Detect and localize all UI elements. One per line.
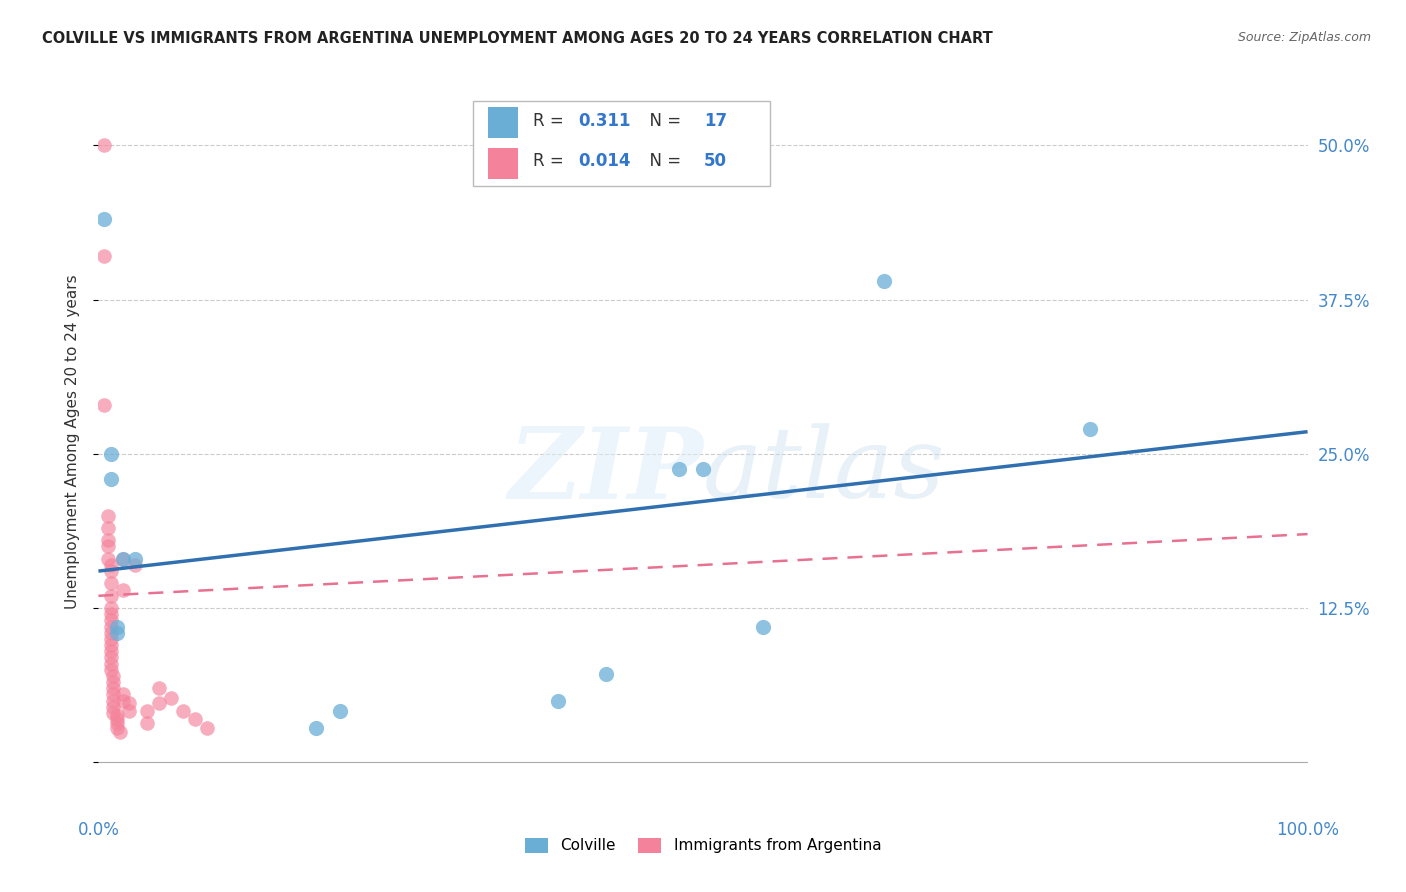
Point [100,632,122,646]
Point [100,663,122,677]
Point [111,582,134,597]
Point [105,715,128,730]
Point [97,540,120,554]
Text: Source: ZipAtlas.com: Source: ZipAtlas.com [1237,31,1371,45]
Point [547,694,569,708]
Point [101,706,124,720]
Text: R =: R = [533,112,568,129]
Legend: Colville, Immigrants from Argentina: Colville, Immigrants from Argentina [519,831,887,860]
Point [305,721,328,735]
Point [100,589,122,603]
Point [124,551,146,566]
Point [135,715,157,730]
Point [195,721,218,735]
Point [108,724,131,739]
Point [595,666,617,681]
Point [118,704,141,718]
Point [100,625,122,640]
Point [752,619,775,633]
Text: atlas: atlas [703,424,946,519]
Point [101,688,124,702]
Point [105,625,128,640]
Point [101,675,124,690]
Point [148,681,170,696]
Y-axis label: Unemployment Among Ages 20 to 24 years: Unemployment Among Ages 20 to 24 years [65,274,80,609]
Point [97,521,120,535]
Point [1078,422,1101,436]
Point [105,712,128,726]
Text: 0.311: 0.311 [578,112,631,129]
Point [111,551,134,566]
Text: 0.014: 0.014 [578,153,631,170]
Text: R =: R = [533,153,568,170]
Point [100,447,122,461]
Point [160,691,183,706]
Point [93,138,115,153]
Point [172,704,194,718]
Text: N =: N = [638,153,686,170]
Point [93,212,115,227]
Point [184,712,207,726]
Text: ZIP: ZIP [508,423,703,519]
Point [101,669,124,683]
Point [124,558,146,572]
Point [100,576,122,591]
Point [93,250,115,264]
Point [329,704,352,718]
Point [100,614,122,628]
Point [100,657,122,671]
Point [118,696,141,710]
Point [97,551,120,566]
Text: N =: N = [638,112,686,129]
Text: 17: 17 [704,112,727,129]
Point [100,644,122,658]
Point [105,619,128,633]
Point [100,638,122,652]
Point [100,619,122,633]
Point [93,398,115,412]
Point [100,471,122,485]
Point [105,721,128,735]
Point [100,601,122,615]
Point [111,551,134,566]
Point [111,694,134,708]
Point [148,696,170,710]
Point [100,650,122,665]
Point [692,461,714,475]
Text: COLVILLE VS IMMIGRANTS FROM ARGENTINA UNEMPLOYMENT AMONG AGES 20 TO 24 YEARS COR: COLVILLE VS IMMIGRANTS FROM ARGENTINA UN… [42,31,993,46]
Text: 50: 50 [704,153,727,170]
Point [101,694,124,708]
FancyBboxPatch shape [488,107,517,138]
Point [111,688,134,702]
Point [101,681,124,696]
Point [668,461,690,475]
Point [135,704,157,718]
Point [105,708,128,723]
Point [100,607,122,622]
Point [873,274,896,288]
FancyBboxPatch shape [488,148,517,179]
Point [101,699,124,714]
Point [97,533,120,548]
FancyBboxPatch shape [474,101,769,186]
Point [97,508,120,523]
Point [100,558,122,572]
Point [100,564,122,578]
